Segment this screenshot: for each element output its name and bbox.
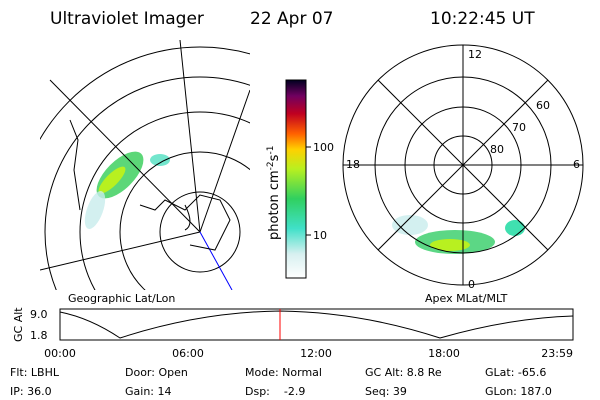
lat-label: 80 <box>490 143 504 156</box>
timeline-ytick: 9.0 <box>30 308 48 321</box>
left-caption: Geographic Lat/Lon <box>68 292 175 305</box>
timeline-xtick: 12:00 <box>300 347 332 360</box>
colorbar-tick: 100 <box>313 141 334 154</box>
footer-field: Dsp: -2.9 <box>245 385 305 398</box>
footer-field: Gain: 14 <box>125 385 172 398</box>
timeline-xtick: 18:00 <box>428 347 460 360</box>
hour-label: 6 <box>573 158 580 171</box>
footer-field: IP: 36.0 <box>10 385 52 398</box>
label-part: -2 <box>266 161 276 170</box>
footer-field: Door: Open <box>125 366 188 379</box>
timeline: GC Alt 9.0 1.8 00:00 06:00 12:00 18:00 2… <box>12 307 574 360</box>
colorbar-label: photon cm-2s-1 <box>266 146 282 240</box>
hour-label: 12 <box>468 48 482 61</box>
colorbar-tick: 10 <box>313 229 327 242</box>
lat-label: 60 <box>536 99 550 112</box>
right-caption: Apex MLat/MLT <box>425 292 508 305</box>
header: Ultraviolet Imager 22 Apr 07 10:22:45 UT <box>50 9 535 29</box>
lat-label: 70 <box>512 121 526 134</box>
hour-label: 0 <box>468 278 475 291</box>
timeline-xtick: 23:59 <box>541 347 573 360</box>
left-map <box>40 40 250 290</box>
timeline-xtick: 00:00 <box>44 347 76 360</box>
footer-field: Flt: LBHL <box>10 366 60 379</box>
footer: Flt: LBHL Door: Open Mode: Normal GC Alt: 8… <box>10 366 552 398</box>
right-map: 12 18 6 0 60 70 80 <box>342 44 584 291</box>
date: 22 Apr 07 <box>250 9 333 29</box>
timeline-ylabel: GC Alt <box>12 307 25 342</box>
label-part: -1 <box>266 146 276 155</box>
colorbar: 100 10 photon cm-2s-1 <box>266 79 334 279</box>
timeline-ytick: 1.8 <box>30 329 48 342</box>
hour-label: 18 <box>346 158 360 171</box>
title: Ultraviolet Imager <box>50 9 204 29</box>
label-part: s <box>267 154 282 161</box>
timeline-xtick: 06:00 <box>172 347 204 360</box>
footer-field: Seq: 39 <box>365 385 407 398</box>
footer-field: GC Alt: 8.8 Re <box>365 366 442 379</box>
time: 10:22:45 UT <box>430 9 535 29</box>
footer-field: GLat: -65.6 <box>485 366 546 379</box>
footer-field: Mode: Normal <box>245 366 322 379</box>
footer-field: GLon: 187.0 <box>485 385 552 398</box>
label-part: photon cm <box>267 170 282 240</box>
